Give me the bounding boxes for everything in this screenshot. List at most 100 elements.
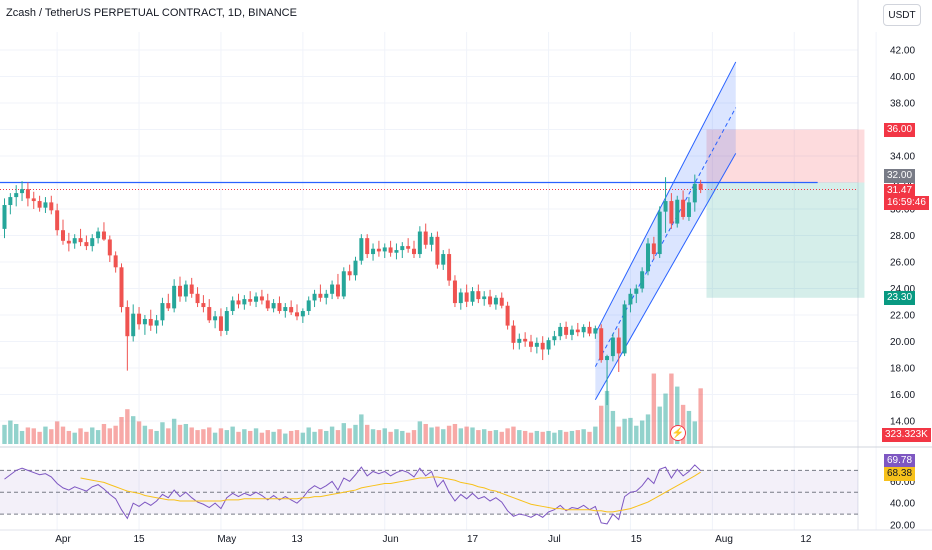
rsi-ma-line [80,471,701,513]
candle-body [505,305,510,326]
volume-bar [119,417,124,444]
volume-bar [675,386,680,444]
volume-bar [458,428,463,444]
volume-bar [587,431,592,444]
volume-bar [388,431,393,444]
candle-body [476,291,481,300]
time-tick-label: Apr [55,534,71,545]
candle-body [271,303,276,309]
volume-bar [423,423,428,444]
candle-body [517,338,522,343]
candle-body [610,337,615,357]
volume-bar [271,431,276,444]
volume-bar [142,425,148,444]
candle-body [295,312,299,317]
price-tick-label: 28.00 [890,231,915,242]
volume-bar [136,421,142,444]
candle-body [2,205,7,229]
volume-bar [476,430,481,444]
candle-body [382,247,387,252]
candle-body [230,300,235,312]
volume-series [2,373,703,444]
volume-bar [511,426,516,444]
candle-body [8,197,13,206]
candle-body [359,238,364,261]
volume-bar [166,428,171,444]
volume-bar [43,426,48,444]
volume-bar [49,429,54,444]
candle-body [575,329,580,333]
candle-body [125,307,130,337]
candle-body [470,291,475,302]
target-price-badge: 36.00 [884,123,916,137]
candle-body [72,238,77,244]
candle-body [172,285,177,309]
volume-bar [365,424,370,444]
lightning-icon[interactable]: ⚡ [670,425,686,441]
volume-bar [224,430,229,444]
candle-body [37,201,42,208]
volume-bar [581,429,586,444]
candle-body [646,243,650,272]
price-tick-label: 34.00 [890,152,915,163]
volume-bar [54,421,60,444]
volume-bar [154,430,159,444]
stop-price-badge: 23.30 [884,291,916,305]
candle-body [569,329,574,335]
candle-body [394,250,399,253]
volume-bar [8,420,13,444]
volume-bar [177,424,183,444]
volume-bar [370,429,376,444]
candle-body [113,255,118,268]
candle-body [259,296,264,301]
volume-bar [107,428,112,444]
volume-bar [446,425,452,444]
volume-bar [405,432,411,444]
volume-bar [160,422,165,444]
candle-body [25,189,30,199]
rsi-series [4,464,701,525]
time-tick-label: 15 [631,534,643,545]
volume-bar [522,430,528,444]
candle-body [616,337,621,354]
volume-bar [2,424,7,444]
candle-body [640,271,645,289]
volume-bar [125,409,130,444]
time-axis: Apr 15 May 13 Jun 17 Jul 15 Aug 12 [55,534,812,545]
candle-body [429,236,434,245]
volume-bar [546,430,551,444]
position-stop-zone [706,182,865,298]
candle-body [482,296,487,300]
volume-bar [417,421,423,444]
candle-body [90,238,95,247]
candle-body [464,292,469,302]
volume-bar [171,418,177,444]
volume-bar [201,429,206,444]
long-position-tool [706,129,865,298]
volume-bar [376,430,382,444]
candle-body [341,271,346,297]
candle-body [540,342,545,350]
volume-bar [265,430,270,444]
volume-bar [394,429,399,444]
candle-body [558,326,563,337]
volume-bar [37,431,42,444]
candle-body [335,284,340,297]
time-tick-label: 15 [133,534,145,545]
volume-bar [493,430,499,444]
price-tick-label: 18.00 [890,364,915,375]
currency-button[interactable]: USDT [883,4,921,26]
candle-body [248,299,253,302]
volume-bar [277,429,282,444]
candle-body [101,231,106,240]
candle-body [529,341,533,347]
volume-bar [90,427,95,444]
volume-bar [248,430,253,444]
volume-bar [335,430,341,444]
volume-bar [441,429,446,444]
volume-bar [14,423,19,444]
time-tick-label: 17 [467,534,479,545]
time-tick-label: 13 [291,534,303,545]
candle-body [20,189,25,194]
